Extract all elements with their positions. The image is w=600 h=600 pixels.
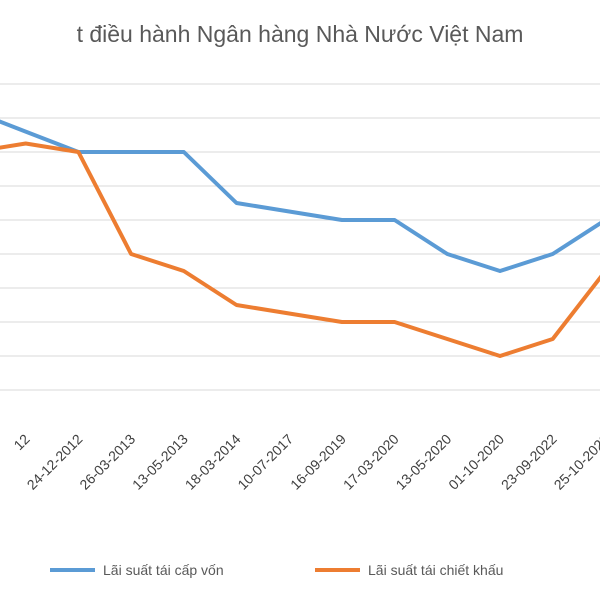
gridlines <box>0 83 600 391</box>
x-tick-label: 16-09-2019 <box>287 431 349 493</box>
x-tick-label: 17-03-2020 <box>340 431 402 493</box>
series-line-rediscount-rate <box>0 141 600 358</box>
x-tick-label: 13-05-2013 <box>129 431 191 493</box>
x-tick-label: 12 <box>10 431 32 453</box>
chart-title: t điều hành Ngân hàng Nhà Nước Việt Nam <box>77 21 524 47</box>
x-tick-label: 25-10-2022 <box>551 431 600 493</box>
legend: Lãi suất tái cấp vốn Lãi suất tái chiết … <box>50 562 503 578</box>
x-tick-label: 10-07-2017 <box>234 431 296 493</box>
legend-label-refinancing-rate: Lãi suất tái cấp vốn <box>103 562 224 578</box>
x-tick-label: 23-09-2022 <box>498 431 560 493</box>
series-lines <box>0 119 600 358</box>
x-tick-label: 24-12-2012 <box>24 431 86 493</box>
series-line-refinancing-rate <box>0 119 600 273</box>
x-tick-label: 13-05-2020 <box>392 431 454 493</box>
x-tick-label: 18-03-2014 <box>182 431 244 493</box>
legend-label-rediscount-rate: Lãi suất tái chiết khấu <box>368 562 503 578</box>
x-tick-label: 01-10-2020 <box>445 431 507 493</box>
x-tick-label: 26-03-2013 <box>76 431 138 493</box>
x-axis-ticks: 1224-12-201226-03-201313-05-201318-03-20… <box>10 431 600 493</box>
